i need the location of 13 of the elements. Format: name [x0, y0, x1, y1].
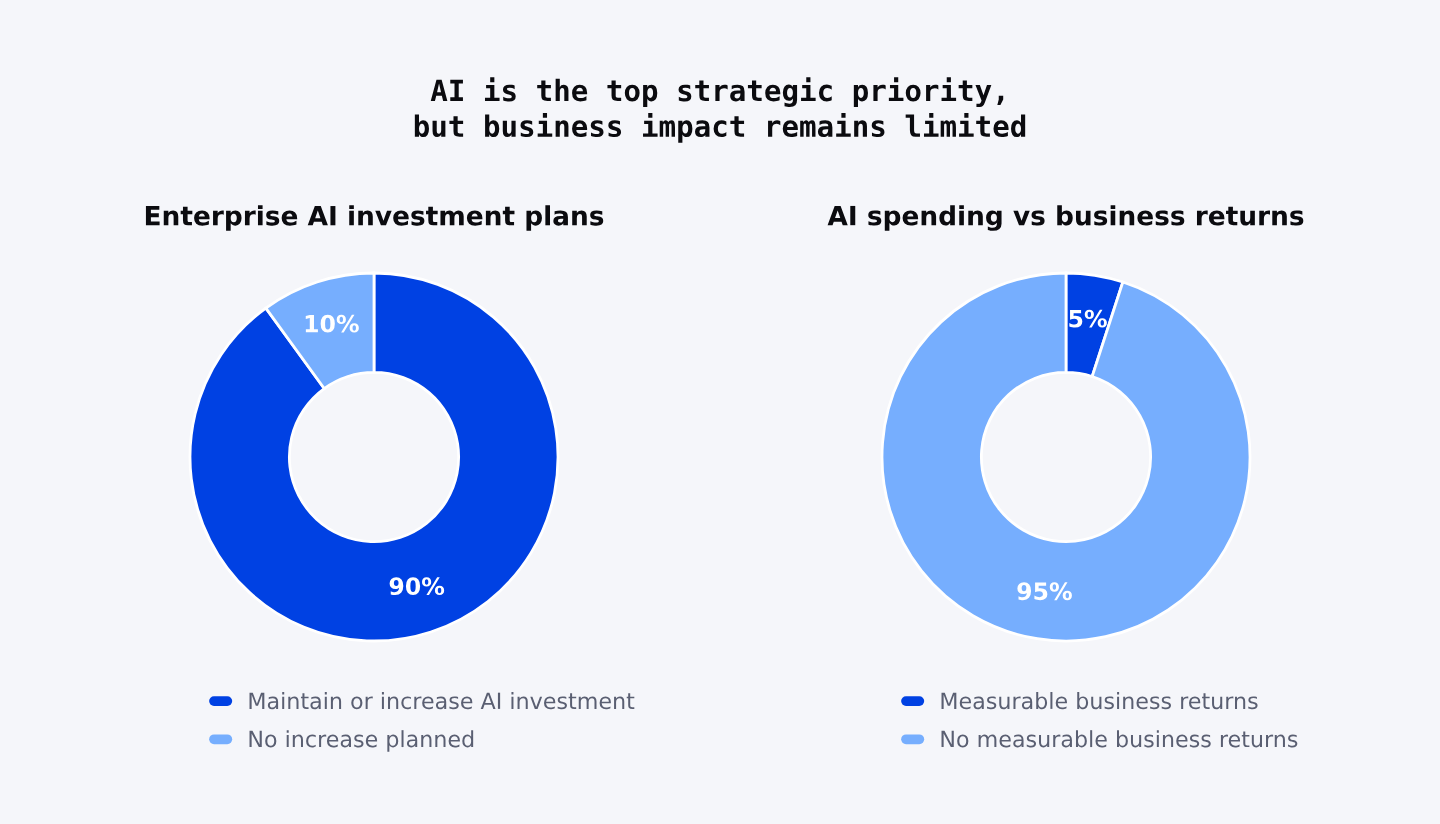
- text: AI is the top strategic priority, but business impact remains limited: [414, 77, 1026, 143]
- legend-label: Maintain or increase AI investment: [249, 692, 635, 710]
- donut-slice: [188, 271, 560, 643]
- data-label: 90%: [389, 577, 445, 596]
- data-label: 5%: [1069, 309, 1107, 328]
- data-label: 95%: [1017, 582, 1072, 601]
- legend-label: Measurable business returns: [941, 692, 1258, 710]
- donut-slice: [880, 271, 1252, 643]
- data-label: 10%: [305, 314, 359, 333]
- chart-title: Enterprise AI investment plans: [145, 205, 604, 231]
- legend-label: No measurable business returns: [941, 730, 1298, 748]
- chart-title: AI spending vs business returns: [827, 205, 1304, 231]
- legend-label: No increase planned: [249, 730, 474, 752]
